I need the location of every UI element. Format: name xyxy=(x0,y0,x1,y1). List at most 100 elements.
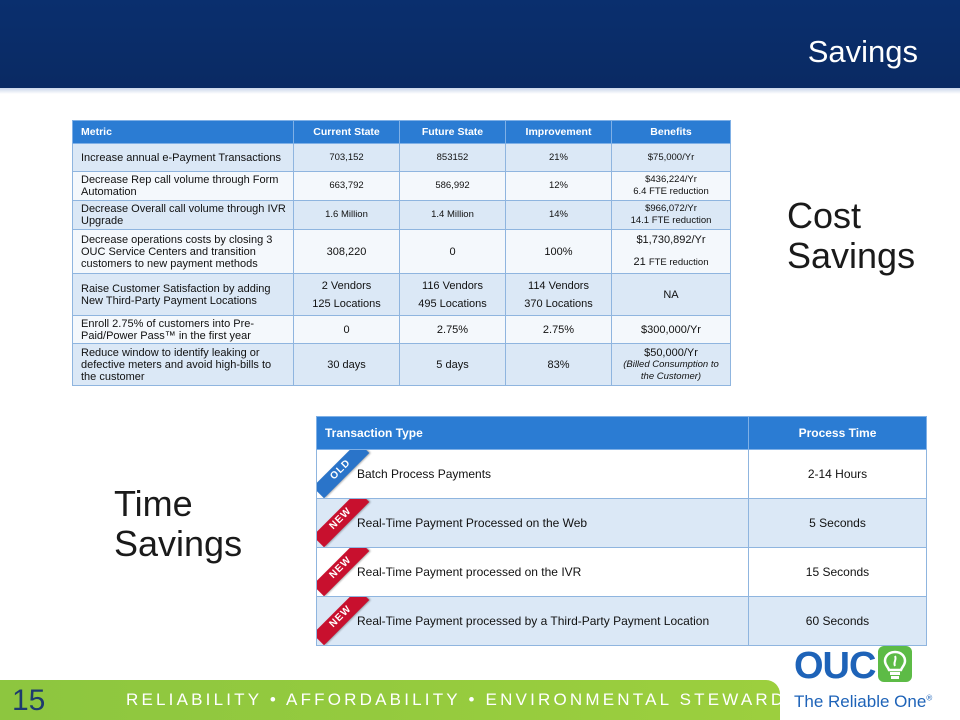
future-cell: 116 Vendors 495 Locations xyxy=(399,273,506,316)
benefit-cell: $75,000/Yr xyxy=(611,143,731,172)
transaction-type-cell: NEW Real-Time Payment Processed on the W… xyxy=(316,498,749,548)
current-cell: 1.6 Million xyxy=(293,200,400,230)
title-bar xyxy=(0,0,960,94)
benefit-value: $966,072/Yr xyxy=(645,203,697,214)
benefit-cell: $1,730,892/Yr 21 FTE reduction xyxy=(611,229,731,274)
benefit-cell: NA xyxy=(611,273,731,316)
improvement-cell: 21% xyxy=(505,143,612,172)
table-row: Raise Customer Satisfaction by adding Ne… xyxy=(72,273,731,316)
title-bar-shadow xyxy=(0,88,960,94)
benefit-value: $1,730,892/Yr xyxy=(636,234,706,246)
transaction-type-label: Real-Time Payment processed by a Third-P… xyxy=(357,614,710,628)
logo-slogan: The Reliable One® xyxy=(794,692,932,712)
current-cell: 663,792 xyxy=(293,171,400,201)
benefit-note: FTE reduction xyxy=(648,257,709,268)
metric-cell: Enroll 2.75% of customers into Pre-Paid/… xyxy=(72,315,294,344)
header-current-state: Current State xyxy=(293,120,400,144)
cost-label-line1: Cost xyxy=(787,195,862,236)
current-cell: 703,152 xyxy=(293,143,400,172)
trademark-mark: ® xyxy=(926,693,933,703)
table-row: NEW Real-Time Payment processed on the I… xyxy=(316,547,927,597)
current-cell: 308,220 xyxy=(293,229,400,274)
ouc-logo: OUC The Reliable One® xyxy=(794,645,932,716)
process-time-cell: 60 Seconds xyxy=(748,596,927,646)
cost-savings-label: Cost Savings xyxy=(787,196,915,276)
table-row: Decrease Overall call volume through IVR… xyxy=(72,200,731,230)
current-vendors: 2 Vendors xyxy=(321,279,372,292)
improvement-cell: 83% xyxy=(505,343,612,386)
footer-bar xyxy=(0,680,780,720)
process-time-cell: 5 Seconds xyxy=(748,498,927,548)
improvement-cell: 2.75% xyxy=(505,315,612,344)
header-improvement: Improvement xyxy=(505,120,612,144)
metric-cell: Decrease operations costs by closing 3 O… xyxy=(72,229,294,274)
future-cell: 5 days xyxy=(399,343,506,386)
table-row: Decrease Rep call volume through Form Au… xyxy=(72,171,731,201)
benefit-note: 6.4 FTE reduction xyxy=(633,186,709,197)
table-row: Increase annual e-Payment Transactions 7… xyxy=(72,143,731,172)
header-transaction-type: Transaction Type xyxy=(316,416,749,450)
transaction-header-row: Transaction Type Process Time xyxy=(316,416,927,450)
cost-label-line2: Savings xyxy=(787,235,916,276)
table-row: Enroll 2.75% of customers into Pre-Paid/… xyxy=(72,315,731,344)
table-row: NEW Real-Time Payment processed by a Thi… xyxy=(316,596,927,646)
time-label-line1: Time xyxy=(114,483,193,524)
header-process-time: Process Time xyxy=(748,416,927,450)
process-time-cell: 2-14 Hours xyxy=(748,449,927,499)
page-number: 15 xyxy=(12,684,46,717)
future-cell: 586,992 xyxy=(399,171,506,201)
benefit-cell: $436,224/Yr 6.4 FTE reduction xyxy=(611,171,731,201)
improvement-cell: 100% xyxy=(505,229,612,274)
current-locations: 125 Locations xyxy=(312,297,381,310)
current-cell: 2 Vendors 125 Locations xyxy=(293,273,400,316)
transaction-type-label: Real-Time Payment processed on the IVR xyxy=(357,565,582,579)
benefit-note: 14.1 FTE reduction xyxy=(630,215,712,226)
current-cell: 0 xyxy=(293,315,400,344)
transaction-type-cell: OLD Batch Process Payments xyxy=(316,449,749,499)
transaction-type-label: Real-Time Payment Processed on the Web xyxy=(357,516,588,530)
table-row: NEW Real-Time Payment Processed on the W… xyxy=(316,498,927,548)
future-vendors: 116 Vendors xyxy=(422,279,483,292)
metric-cell: Reduce window to identify leaking or def… xyxy=(72,343,294,386)
metric-cell: Decrease Overall call volume through IVR… xyxy=(72,200,294,230)
improvement-cell: 114 Vendors 370 Locations xyxy=(505,273,612,316)
benefit-value: $436,224/Yr xyxy=(645,174,697,185)
improvement-locations: 370 Locations xyxy=(524,297,593,310)
time-savings-label: Time Savings xyxy=(114,484,242,564)
benefit-note-number: 21 xyxy=(633,256,646,268)
logo-lightbulb-icon xyxy=(878,646,912,682)
benefit-cell: $50,000/Yr (Billed Consumption to the Cu… xyxy=(611,343,731,386)
current-cell: 30 days xyxy=(293,343,400,386)
future-cell: 2.75% xyxy=(399,315,506,344)
process-time-cell: 15 Seconds xyxy=(748,547,927,597)
logo-slogan-text: The Reliable One xyxy=(794,692,927,711)
future-locations: 495 Locations xyxy=(418,297,487,310)
benefit-cell: $966,072/Yr 14.1 FTE reduction xyxy=(611,200,731,230)
metrics-header-row: Metric Current State Future State Improv… xyxy=(72,120,731,144)
logo-wordmark: OUC xyxy=(794,645,876,687)
metric-cell: Raise Customer Satisfaction by adding Ne… xyxy=(72,273,294,316)
improvement-cell: 14% xyxy=(505,200,612,230)
future-cell: 0 xyxy=(399,229,506,274)
lightbulb-icon xyxy=(883,650,907,679)
transaction-type-cell: NEW Real-Time Payment processed on the I… xyxy=(316,547,749,597)
header-metric: Metric xyxy=(72,120,294,144)
improvement-vendors: 114 Vendors xyxy=(528,279,589,292)
metric-cell: Decrease Rep call volume through Form Au… xyxy=(72,171,294,201)
transaction-type-label: Batch Process Payments xyxy=(357,467,492,481)
future-cell: 1.4 Million xyxy=(399,200,506,230)
metric-cell: Increase annual e-Payment Transactions xyxy=(72,143,294,172)
header-future-state: Future State xyxy=(399,120,506,144)
transaction-type-cell: NEW Real-Time Payment processed by a Thi… xyxy=(316,596,749,646)
header-benefits: Benefits xyxy=(611,120,731,144)
improvement-cell: 12% xyxy=(505,171,612,201)
transaction-table: Transaction Type Process Time OLD Batch … xyxy=(316,416,927,646)
benefit-cell: $300,000/Yr xyxy=(611,315,731,344)
future-cell: 853152 xyxy=(399,143,506,172)
table-row: Reduce window to identify leaking or def… xyxy=(72,343,731,386)
time-label-line2: Savings xyxy=(114,523,243,564)
table-row: OLD Batch Process Payments 2-14 Hours xyxy=(316,449,927,499)
slide-title: Savings xyxy=(807,34,918,69)
table-row: Decrease operations costs by closing 3 O… xyxy=(72,229,731,274)
footer-tagline: RELIABILITY • AFFORDABILITY • ENVIRONMEN… xyxy=(126,690,839,709)
